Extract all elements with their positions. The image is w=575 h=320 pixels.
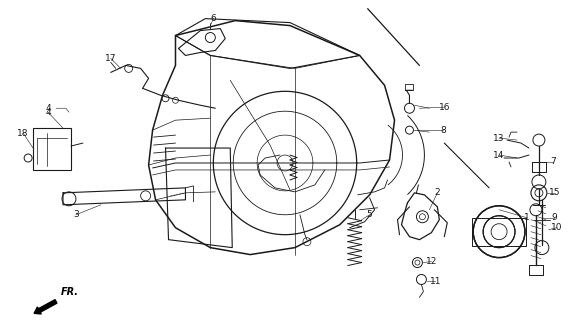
Text: 7: 7 [550,157,555,166]
Text: 13: 13 [493,133,505,143]
Text: 16: 16 [439,103,450,112]
Text: 4: 4 [45,104,51,113]
Text: 2: 2 [435,188,440,197]
Text: 14: 14 [493,150,505,160]
Text: FR.: FR. [61,287,79,297]
Text: 17: 17 [105,54,117,63]
Text: 18: 18 [17,129,29,138]
Text: 4: 4 [45,108,51,117]
Text: 12: 12 [426,257,437,266]
Text: 6: 6 [210,14,216,23]
Text: 10: 10 [551,223,562,232]
FancyArrow shape [34,300,57,314]
Text: 15: 15 [549,188,561,197]
Bar [472,218,526,246]
Bar [33,128,71,170]
Text: 11: 11 [430,277,441,286]
Text: 9: 9 [551,213,557,222]
Text: 1: 1 [524,213,530,222]
Text: 3: 3 [73,210,79,219]
Text: 8: 8 [440,126,446,135]
Text: 5: 5 [367,210,373,219]
